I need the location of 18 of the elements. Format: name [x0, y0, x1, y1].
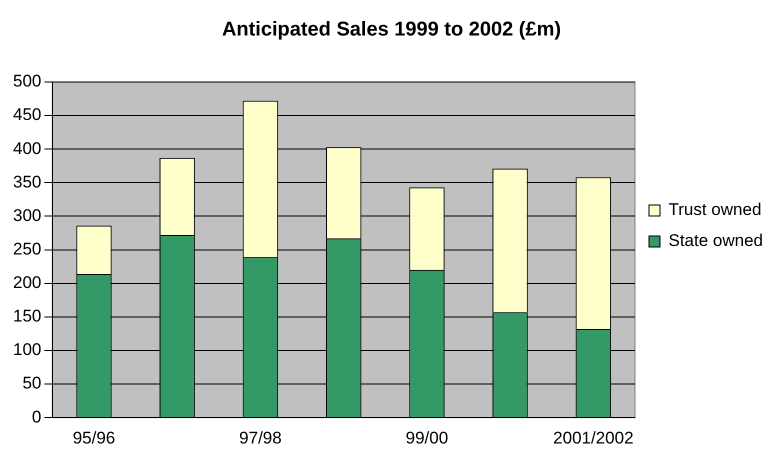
legend-label: Trust owned — [668, 200, 762, 220]
y-tick-label: 400 — [12, 138, 42, 158]
y-tick-label: 150 — [12, 306, 42, 326]
y-tick-label: 100 — [12, 340, 42, 360]
y-tick-label: 350 — [12, 172, 42, 192]
y-tick-label: 250 — [12, 239, 42, 258]
legend-label: State owned — [668, 231, 764, 250]
x-tick-label: 99/00 — [406, 428, 448, 448]
y-tick-label: 50 — [22, 374, 42, 393]
y-tick-label: 200 — [12, 273, 42, 292]
chart-title: Anticipated Sales 1999 to 2002 (£m) — [222, 18, 562, 41]
x-tick-label: 95/96 — [72, 428, 116, 448]
x-tick-label: 97/98 — [239, 428, 282, 448]
y-tick-label: 450 — [12, 105, 42, 124]
y-tick-label: 300 — [12, 206, 42, 225]
y-tick-label: 0 — [32, 407, 42, 426]
y-tick-label: 500 — [12, 72, 42, 91]
x-tick-label: 2001/2002 — [553, 428, 634, 448]
